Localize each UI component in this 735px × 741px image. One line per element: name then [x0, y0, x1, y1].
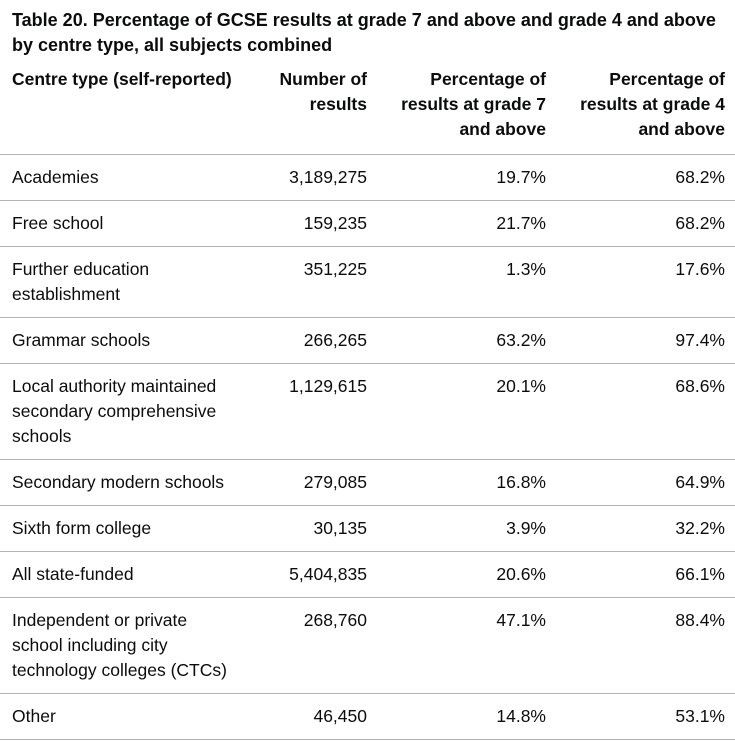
cell-centre-type: Academies: [0, 154, 245, 201]
cell-pct-grade-4: 64.9%: [554, 459, 735, 506]
table-row: Further education establishment 351,225 1.…: [0, 246, 735, 318]
table-row: Free school 159,235 21.7% 68.2%: [0, 200, 735, 247]
cell-pct-grade-4: 68.6%: [554, 363, 735, 460]
table-row: Grammar schools 266,265 63.2% 97.4%: [0, 317, 735, 364]
cell-number-of-results: 266,265: [245, 317, 375, 364]
cell-pct-grade-7: 16.8%: [375, 459, 554, 506]
cell-pct-grade-7: 14.8%: [375, 693, 554, 740]
cell-centre-type: Grammar schools: [0, 317, 245, 364]
cell-pct-grade-7: 20.6%: [375, 551, 554, 598]
cell-pct-grade-7: 20.1%: [375, 363, 554, 460]
cell-number-of-results: 159,235: [245, 200, 375, 247]
cell-pct-grade-4: 68.2%: [554, 200, 735, 247]
header-centre-type: Centre type (self-reported): [0, 66, 245, 155]
cell-centre-type: Secondary modern schools: [0, 459, 245, 506]
cell-centre-type: Local authority maintained secondary com…: [0, 363, 245, 460]
cell-centre-type: Free school: [0, 200, 245, 247]
cell-number-of-results: 351,225: [245, 246, 375, 318]
header-pct-grade-4: Percentage of results at grade 4 and abo…: [554, 66, 735, 155]
table-row: Independent or private school including …: [0, 597, 735, 694]
cell-pct-grade-7: 47.1%: [375, 597, 554, 694]
cell-pct-grade-7: 21.7%: [375, 200, 554, 247]
cell-pct-grade-4: 97.4%: [554, 317, 735, 364]
cell-pct-grade-4: 32.2%: [554, 505, 735, 552]
cell-centre-type: Independent or private school including …: [0, 597, 245, 694]
cell-centre-type: Further education establishment: [0, 246, 245, 318]
table-row: Local authority maintained secondary com…: [0, 363, 735, 460]
cell-number-of-results: 1,129,615: [245, 363, 375, 460]
table-row: Sixth form college 30,135 3.9% 32.2%: [0, 505, 735, 552]
table-row: Other 46,450 14.8% 53.1%: [0, 693, 735, 740]
header-pct-grade-7: Percentage of results at grade 7 and abo…: [375, 66, 554, 155]
cell-pct-grade-7: 3.9%: [375, 505, 554, 552]
cell-number-of-results: 30,135: [245, 505, 375, 552]
table-caption: Table 20. Percentage of GCSE results at …: [12, 10, 716, 55]
table-row: Secondary modern schools 279,085 16.8% 64.9…: [0, 459, 735, 506]
cell-pct-grade-7: 63.2%: [375, 317, 554, 364]
table-row: All state-funded 5,404,835 20.6% 66.1%: [0, 551, 735, 598]
cell-pct-grade-4: 66.1%: [554, 551, 735, 598]
cell-centre-type: All state-funded: [0, 551, 245, 598]
cell-pct-grade-7: 1.3%: [375, 246, 554, 318]
cell-pct-grade-4: 68.2%: [554, 154, 735, 201]
gcse-results-table: Centre type (self-reported) Number of re…: [0, 66, 735, 740]
table-body: Academies 3,189,275 19.7% 68.2% Free school 1…: [0, 154, 735, 740]
cell-pct-grade-4: 17.6%: [554, 246, 735, 318]
cell-pct-grade-4: 88.4%: [554, 597, 735, 694]
cell-pct-grade-4: 53.1%: [554, 693, 735, 740]
table-header-row: Centre type (self-reported) Number of re…: [0, 66, 735, 155]
cell-number-of-results: 46,450: [245, 693, 375, 740]
cell-number-of-results: 3,189,275: [245, 154, 375, 201]
table-row: Academies 3,189,275 19.7% 68.2%: [0, 154, 735, 201]
cell-number-of-results: 5,404,835: [245, 551, 375, 598]
cell-number-of-results: 268,760: [245, 597, 375, 694]
cell-centre-type: Sixth form college: [0, 505, 245, 552]
header-number-of-results: Number of results: [245, 66, 375, 155]
cell-pct-grade-7: 19.7%: [375, 154, 554, 201]
cell-number-of-results: 279,085: [245, 459, 375, 506]
cell-centre-type: Other: [0, 693, 245, 740]
